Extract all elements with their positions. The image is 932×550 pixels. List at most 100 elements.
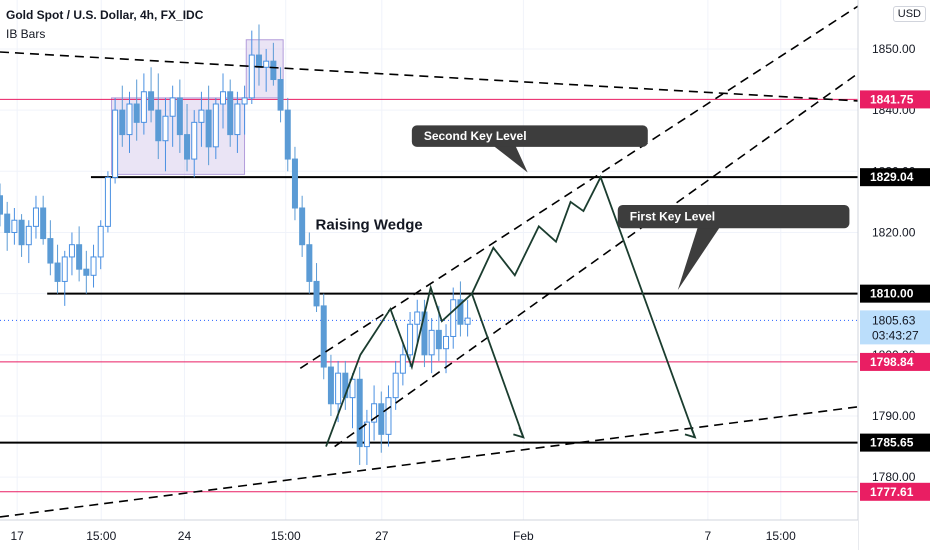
candle-body (162, 115, 169, 142)
callout-box (617, 204, 850, 229)
candle (407, 312, 414, 368)
level-price-label: 1841.75 (870, 92, 914, 106)
candle-body (184, 134, 191, 160)
candle (68, 232, 75, 276)
candle-body (0, 195, 3, 215)
candle-body (435, 329, 442, 350)
candle (270, 42, 277, 86)
candle (435, 305, 442, 361)
callout-label: First Key Level (630, 210, 715, 224)
candle (299, 195, 306, 257)
candle-body (47, 238, 54, 264)
candle (119, 85, 126, 147)
candle-body (414, 311, 421, 325)
candle (284, 97, 291, 172)
candle (169, 85, 176, 147)
callout-label: Second Key Level (424, 129, 527, 143)
time-tick-label: Feb (513, 529, 534, 543)
candle-body (306, 244, 313, 282)
candle-body (140, 91, 147, 123)
candle (385, 385, 392, 447)
candle-body (133, 103, 140, 123)
candle-body (119, 109, 126, 136)
candle (349, 373, 356, 429)
candle (356, 367, 363, 465)
candle-body (284, 109, 291, 160)
level-price-tag (860, 284, 930, 303)
candle-body (176, 97, 183, 136)
candle (457, 281, 464, 337)
candle (25, 220, 32, 264)
level-price-tag (860, 433, 930, 452)
candle (371, 385, 378, 441)
candle (104, 171, 111, 233)
candle-body (191, 121, 198, 160)
level-price-label: 1829.04 (870, 170, 914, 184)
candle-body (25, 225, 32, 246)
candle-body (407, 323, 414, 356)
candle-body (90, 256, 97, 276)
pattern-label: Raising Wedge (316, 216, 423, 233)
candle-body (68, 244, 75, 258)
level-price-label: 1798.84 (870, 355, 914, 369)
candle-body (4, 213, 11, 233)
candle-body (378, 403, 385, 435)
time-tick-label: 24 (178, 529, 192, 543)
candle-body (248, 54, 255, 99)
candle (277, 67, 284, 123)
candle-body (349, 378, 356, 399)
candle-body (220, 91, 227, 105)
level-price-label: 1785.65 (870, 436, 914, 450)
candle-body (54, 262, 61, 282)
candle-body (83, 268, 90, 276)
price-tick-label: 1850.00 (872, 42, 916, 56)
time-tick-label: 15:00 (271, 529, 301, 543)
candle (140, 73, 147, 135)
candle (47, 220, 54, 276)
candle-body (392, 372, 399, 399)
candle-body (97, 225, 104, 258)
candle-body (18, 219, 25, 246)
chart-subtitle: IB Bars (6, 27, 46, 41)
price-tick-label: 1820.00 (872, 225, 916, 239)
projection-path (325, 174, 696, 447)
candle (176, 79, 183, 153)
candle (248, 30, 255, 104)
candle-body (227, 91, 234, 136)
level-price-tag (860, 482, 930, 501)
currency-button[interactable]: USD (892, 6, 926, 22)
candle-body (428, 329, 435, 356)
candle-body (169, 97, 176, 117)
candle-body (335, 372, 342, 405)
candle-body (291, 158, 298, 209)
candle (4, 201, 11, 251)
countdown-label: 03:43:27 (872, 328, 919, 342)
trendline (0, 51, 859, 102)
time-tick-label: 15:00 (766, 529, 796, 543)
candle (450, 287, 457, 349)
candle (428, 318, 435, 374)
candle-body (11, 219, 18, 233)
candle-body (342, 372, 349, 399)
candle (155, 73, 162, 160)
candle-body (457, 299, 464, 325)
candle-body (155, 109, 162, 142)
candle (205, 85, 212, 166)
candle (148, 67, 155, 123)
candle (392, 360, 399, 410)
candle-body (363, 421, 370, 448)
candle-body (299, 207, 306, 246)
candle (306, 232, 313, 294)
candle-body (399, 354, 406, 374)
arrow-head (513, 427, 525, 439)
candle (464, 299, 471, 337)
candle-body (104, 176, 111, 227)
candle-body (61, 256, 68, 282)
candle (291, 146, 298, 221)
candle-body (198, 109, 205, 123)
level-price-tag (860, 90, 930, 109)
current-price-tag (860, 310, 930, 345)
candle-body (112, 109, 119, 178)
candle-body (464, 317, 471, 325)
